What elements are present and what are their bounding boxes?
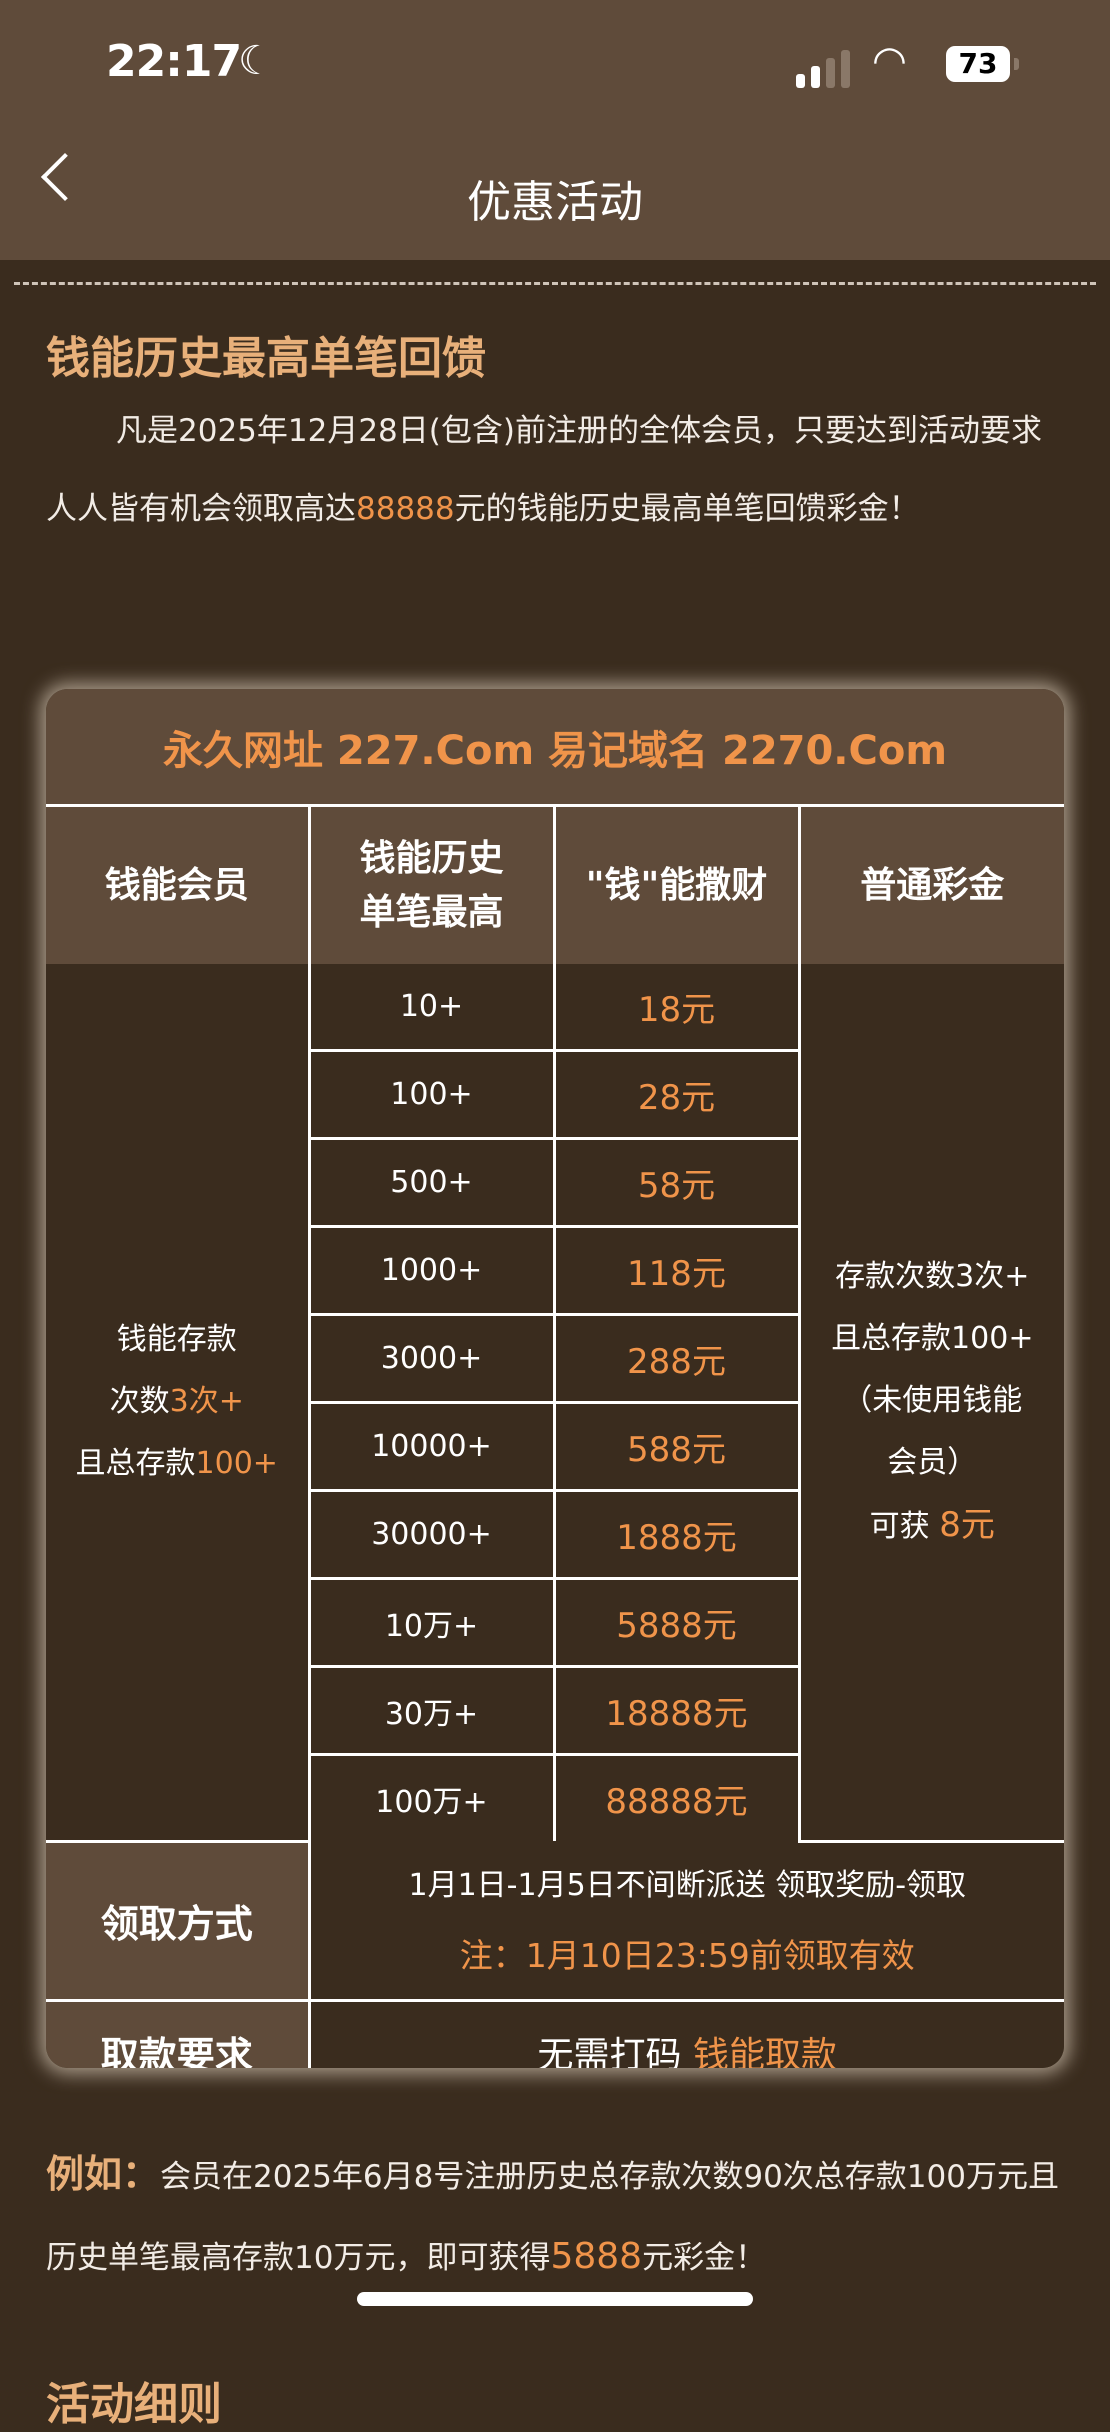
tier-cell: 30000+ — [309, 1489, 556, 1580]
bonus-cell: 88888元 — [552, 1753, 799, 1841]
member-requirement: 钱能存款 次数3次+ 且总存款100+ — [46, 964, 311, 1843]
promo-title: 钱能历史最高单笔回馈 — [46, 333, 486, 384]
bonus-cell: 588元 — [552, 1401, 799, 1492]
example-label: 例如： — [46, 2152, 161, 2196]
col-header: 钱能会员 — [46, 804, 311, 964]
promo-description: 凡是2025年12月28日(包含)前注册的全体会员，只要达到活动要求人人皆有机会… — [46, 392, 1066, 548]
normal-line: 且总存款100+ — [831, 1320, 1034, 1356]
bonus-cell: 118元 — [552, 1225, 799, 1316]
col-header: 钱能历史单笔最高 — [307, 804, 556, 964]
header: 22:17 ☾ ◠ 73 优惠活动 — [0, 0, 1110, 260]
signal-icon — [796, 50, 850, 88]
table-banner: 永久网址 227.Com 易记域名 2270.Com — [46, 689, 1064, 807]
table-row: 100万+ 88888元 — [46, 1753, 1064, 1841]
table-row: 钱能存款 次数3次+ 且总存款100+ 10+ 18元 存款次数3次+ 且总存款100+ （未… — [46, 964, 1064, 1843]
req-line: 次数3次+ — [46, 1371, 308, 1433]
home-indicator[interactable] — [357, 2292, 753, 2306]
normal-text: 可获 — [869, 1508, 940, 1544]
normal-line: （未使用钱能 — [842, 1382, 1023, 1418]
claim-cell: 1月1日-1月5日不间断派送 领取奖励-领取 注：1月10日23:59前领取有效 — [307, 1841, 1064, 2002]
table-row: 1000+ 118元 — [46, 1225, 1064, 1316]
table-row: 3000+ 288元 — [46, 1313, 1064, 1404]
table-row: 30000+ 1888元 — [46, 1489, 1064, 1580]
col-header: "钱"能撒财 — [552, 804, 801, 964]
tier-cell: 10万+ — [309, 1577, 556, 1668]
req-text: 次数 — [109, 1383, 170, 1419]
withdraw-label: 取款要求 — [46, 1998, 311, 2068]
example-text: 例如：会员在2025年6月8号注册历史总存款次数90次总存款100万元且历史单笔… — [46, 2134, 1076, 2298]
bonus-cell: 58元 — [552, 1137, 799, 1228]
bonus-cell: 5888元 — [552, 1577, 799, 1668]
req-value: 100+ — [195, 1445, 278, 1481]
claim-text: 1月1日-1月5日不间断派送 领取奖励-领取 — [408, 1867, 967, 1903]
table-row: 100+ 28元 — [46, 1049, 1064, 1140]
normal-value: 8元 — [939, 1504, 995, 1545]
tier-cell: 3000+ — [309, 1313, 556, 1404]
tier-cell: 100+ — [309, 1049, 556, 1140]
table-row: 10万+ 5888元 — [46, 1577, 1064, 1668]
page-title: 优惠活动 — [467, 177, 643, 228]
normal-line: 存款次数3次+ — [835, 1258, 1030, 1294]
divider — [14, 282, 1096, 285]
example-end: 元彩金！ — [642, 2240, 767, 2276]
col-header: 普通彩金 — [797, 804, 1064, 964]
details-title: 活动细则 — [46, 2379, 222, 2430]
tier-cell: 100万+ — [309, 1753, 556, 1841]
tier-cell: 1000+ — [309, 1225, 556, 1316]
req-line: 钱能存款 — [116, 1321, 237, 1357]
withdraw-highlight: 钱能取款 — [692, 2035, 837, 2068]
battery-icon: 73 — [946, 46, 1010, 82]
table-row: 10000+ 588元 — [46, 1401, 1064, 1492]
tier-cell: 10+ — [307, 964, 556, 1052]
moon-icon: ☾ — [238, 38, 274, 84]
bonus-table: 永久网址 227.Com 易记域名 2270.Com 钱能会员 钱能历史单笔最高… — [46, 689, 1064, 2068]
col-header-text: 钱能历史单笔最高 — [359, 837, 504, 933]
bonus-cell: 28元 — [552, 1049, 799, 1140]
table-row: 30万+ 18888元 — [46, 1665, 1064, 1756]
tier-cell: 500+ — [309, 1137, 556, 1228]
example-amount: 5888 — [550, 2236, 643, 2277]
battery-tip — [1014, 58, 1019, 70]
status-time: 22:17 — [106, 36, 242, 87]
tier-cell: 30万+ — [309, 1665, 556, 1756]
claim-note: 注：1月10日23:59前领取有效 — [459, 1935, 915, 1975]
desc-text-end: 元的钱能历史最高单笔回馈彩金！ — [454, 491, 920, 527]
bonus-cell: 18元 — [552, 964, 801, 1052]
desc-text: 凡是2025年12月28日(包含)前注册的全体会员，只要达到活动要求人人皆有机会… — [46, 413, 1042, 527]
table-row: 500+ 58元 — [46, 1137, 1064, 1228]
withdraw-text: 无需打码 — [537, 2035, 693, 2068]
example-body: 会员在2025年6月8号注册历史总存款次数90次总存款100万元且历史单笔最高存… — [46, 2159, 1059, 2276]
bonus-cell: 288元 — [552, 1313, 799, 1404]
req-text: 且总存款 — [75, 1445, 196, 1481]
normal-bonus: 存款次数3次+ 且总存款100+ （未使用钱能 会员） 可获 8元 — [797, 964, 1065, 1843]
normal-line: 会员） — [887, 1444, 978, 1480]
claim-label: 领取方式 — [46, 1841, 311, 2002]
wifi-icon: ◠ — [872, 38, 907, 84]
tier-cell: 10000+ — [309, 1401, 556, 1492]
desc-amount: 88888 — [356, 491, 455, 527]
req-value: 3次+ — [169, 1383, 244, 1419]
normal-line: 可获 8元 — [801, 1494, 1065, 1558]
bonus-cell: 18888元 — [552, 1665, 799, 1756]
withdraw-cell: 无需打码 钱能取款 — [307, 1998, 1064, 2068]
req-line: 且总存款100+ — [46, 1433, 308, 1495]
bonus-cell: 1888元 — [552, 1489, 799, 1580]
